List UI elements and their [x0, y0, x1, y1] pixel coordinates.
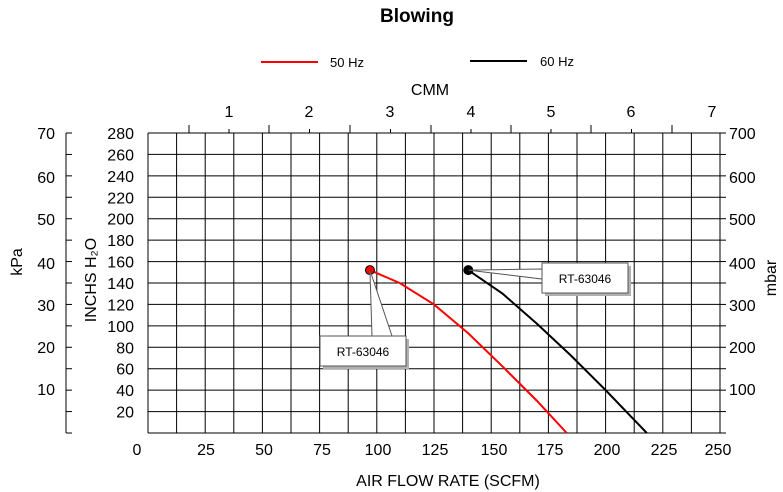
series-line-60hz [467, 269, 648, 434]
series-line-50hz [369, 269, 568, 434]
plot-grid [147, 132, 721, 434]
cmm-tick-label: 5 [547, 104, 556, 121]
data-series [364, 265, 648, 434]
mbar-tick-label: 200 [729, 340, 756, 357]
x-tick-label: 25 [197, 442, 215, 459]
callout-label-50hz: RT-63046 [337, 345, 390, 359]
callout-box-60hz [541, 262, 629, 294]
x-tick-label: 225 [651, 442, 678, 459]
callout-box-50hz [319, 335, 407, 367]
x-tick-label: 100 [365, 442, 392, 459]
cmm-tick-label: 6 [627, 104, 636, 121]
kpa-tick-label: 10 [37, 382, 55, 399]
mbar-axis-title: mbar [763, 259, 780, 296]
cmm-tick-label: 4 [467, 104, 476, 121]
legend-label-50hz: 50 Hz [330, 55, 364, 70]
y-tick-label: 240 [107, 169, 134, 186]
y-axis-title: INCHS H₂O [83, 238, 100, 322]
mbar-tick-label: 600 [729, 170, 756, 187]
cmm-axis-title: CMM [411, 82, 449, 99]
x-tick-label: 75 [313, 442, 331, 459]
callouts: RT-63046 RT-63046 [319, 262, 631, 369]
x-tick-label: 150 [481, 442, 508, 459]
y-tick-label: 140 [107, 276, 134, 293]
legend: 50 Hz 60 Hz [261, 54, 574, 70]
y-tick-label: 120 [107, 297, 134, 314]
legend-label-60hz: 60 Hz [540, 54, 574, 69]
kpa-axis-title: kPa [9, 248, 26, 276]
axis-ticks: 0 25 50 75 100 125 150 175 200 225 250204060801001… [37, 104, 756, 459]
cmm-tick-label: 7 [708, 104, 717, 121]
y-tick-label: 60 [116, 362, 134, 379]
y-tick-label: 260 [107, 147, 134, 164]
callout-pointer [369, 269, 393, 337]
y-tick-label: 80 [116, 340, 134, 357]
kpa-tick-label: 20 [37, 340, 55, 357]
y-tick-label: 160 [107, 255, 134, 272]
y-tick-label: 280 [107, 126, 134, 143]
mbar-tick-label: 500 [729, 212, 756, 229]
x-axis-title: AIR FLOW RATE (SCFM) [356, 473, 540, 490]
y-tick-label: 20 [116, 405, 134, 422]
x-tick-label: 200 [594, 442, 621, 459]
kpa-tick-label: 40 [37, 256, 55, 273]
y-tick-label: 200 [107, 212, 134, 229]
chart-title: Blowing [380, 6, 454, 27]
x-tick-label: 175 [537, 442, 564, 459]
y-tick-label: 220 [107, 190, 134, 207]
cmm-tick-label: 1 [225, 104, 234, 121]
y-tick-label: 40 [116, 383, 134, 400]
y-tick-label: 100 [107, 319, 134, 336]
callout-label-60hz: RT-63046 [559, 272, 612, 286]
mbar-tick-label: 700 [729, 126, 756, 143]
mbar-tick-label: 100 [729, 382, 756, 399]
cmm-tick-label: 3 [386, 104, 395, 121]
mbar-tick-label: 300 [729, 298, 756, 315]
x-tick-label: 125 [422, 442, 449, 459]
mbar-tick-label: 400 [729, 256, 756, 273]
kpa-tick-label: 30 [37, 298, 55, 315]
kpa-tick-label: 60 [37, 170, 55, 187]
cmm-tick-label: 2 [305, 104, 314, 121]
kpa-tick-label: 70 [37, 126, 55, 143]
y-tick-label: 180 [107, 233, 134, 250]
x-tick-label: 50 [255, 442, 273, 459]
kpa-tick-label: 50 [37, 212, 55, 229]
x-tick-label: 0 [133, 442, 142, 459]
x-tick-label: 250 [705, 442, 732, 459]
